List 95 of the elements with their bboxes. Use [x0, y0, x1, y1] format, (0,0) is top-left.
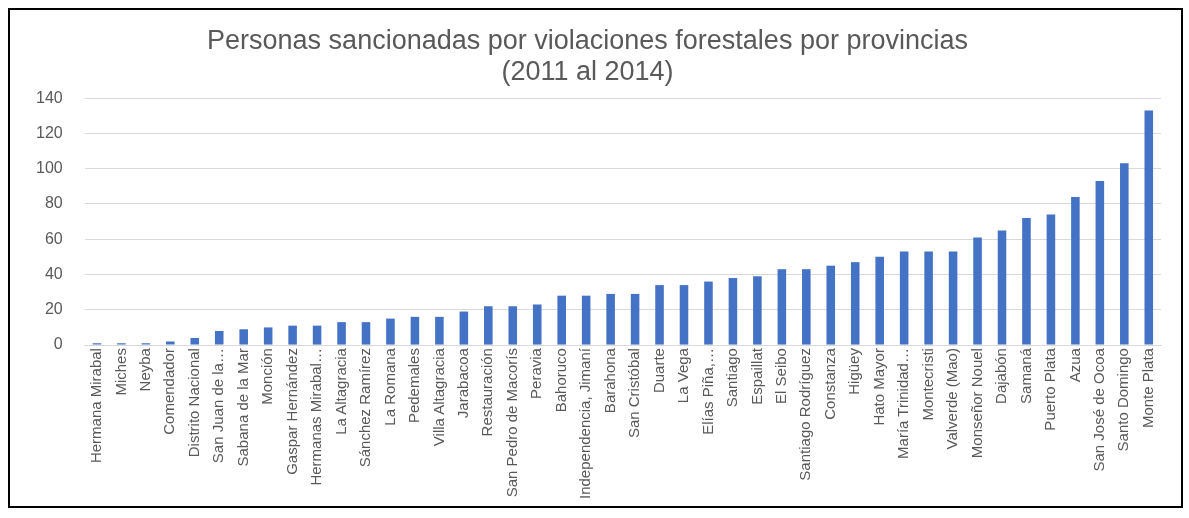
bar — [802, 269, 811, 345]
bar — [948, 251, 958, 345]
bar — [655, 285, 664, 345]
x-tick-label: Santo Domingo — [1114, 348, 1132, 452]
bar — [1046, 214, 1056, 345]
x-tick-label: Neyba — [135, 347, 153, 392]
x-tick-label: Higüey — [845, 347, 863, 395]
y-tick-label: 60 — [44, 229, 63, 247]
x-tick-label: Distrito Nacional — [184, 348, 202, 458]
bar — [263, 327, 273, 345]
text: (2011 al 2014) — [501, 56, 674, 87]
y-tick-label: 140 — [35, 88, 63, 106]
bar — [606, 293, 615, 345]
bar — [850, 262, 860, 345]
x-tick-label: Santiago — [723, 348, 741, 408]
bar — [581, 295, 591, 345]
bar — [288, 325, 297, 345]
bar — [532, 304, 542, 345]
y-tick-label: 80 — [44, 194, 63, 212]
bar — [973, 237, 982, 345]
x-tick-label: San José de Ocoa — [1089, 347, 1107, 472]
x-tick-label: Constanza — [820, 347, 838, 420]
bar — [557, 295, 566, 345]
x-tick-label: Restauración — [478, 348, 496, 437]
text: Personas sancionadas por violaciones forestales por provincias — [207, 24, 968, 55]
bar — [435, 316, 444, 345]
x-tick-label: Hato Mayor — [869, 348, 887, 426]
y-tick-label: 0 — [53, 335, 63, 353]
bar — [924, 251, 933, 345]
y-tick-label: 120 — [35, 123, 63, 141]
bar — [1144, 110, 1154, 345]
x-tick-label: Miches — [111, 348, 129, 396]
x-tick-label: Hermana Mirabal — [87, 348, 105, 464]
bar — [484, 306, 493, 345]
bar — [239, 329, 248, 345]
bar — [753, 276, 762, 345]
x-tick-label: San Pedro de Macorís — [502, 348, 520, 498]
x-tick-label: La Vega — [674, 347, 692, 404]
x-tick-label: Azua — [1065, 347, 1083, 383]
bar — [166, 341, 175, 345]
x-tick-label: Santiago Rodríguez — [796, 348, 814, 481]
x-tick-label: Montecristi — [918, 348, 936, 421]
bar — [337, 322, 346, 345]
x-tick-label: Comendador — [160, 348, 178, 435]
bar — [826, 265, 836, 345]
bar — [1071, 196, 1080, 345]
y-tick-label: 40 — [44, 264, 63, 282]
bar — [997, 230, 1007, 345]
bar — [875, 256, 884, 345]
x-tick-label: Valverde (Mao) — [943, 348, 961, 450]
x-tick-label: Bahoruco — [551, 348, 569, 413]
x-tick-label: Samaná — [1016, 347, 1034, 404]
bar — [899, 251, 909, 345]
x-tick-label: Sánchez Ramírez — [356, 348, 374, 468]
x-tick-label: Sabana de la Mar — [233, 348, 251, 467]
bar — [1095, 181, 1105, 345]
bar — [1022, 218, 1031, 345]
bar — [361, 322, 371, 345]
x-tick-label: Hermanas Mirabal… — [307, 348, 325, 486]
x-tick-label: Elías Piña,… — [698, 348, 716, 435]
y-tick-label: 100 — [35, 159, 63, 177]
y-tick-label: 20 — [44, 300, 63, 318]
x-tick-label: Duarte — [649, 348, 667, 394]
x-tick-label: Jarabacoa — [453, 347, 471, 419]
x-tick-label: San Juan de la… — [209, 348, 227, 464]
bar — [190, 338, 200, 345]
x-tick-label: Pedemales — [405, 348, 423, 424]
x-tick-label: El Seibo — [771, 348, 789, 404]
bar — [728, 278, 738, 345]
x-tick-label: Villa Altagracia — [429, 347, 447, 447]
x-tick-label: María Trinidad… — [894, 348, 912, 459]
x-tick-label: Gaspar Hernández — [282, 348, 300, 475]
bar — [1120, 163, 1129, 345]
x-tick-label: Monseñor Nouel — [967, 348, 985, 459]
bar — [704, 281, 713, 345]
x-tick-label: Independencia, Jimaní — [576, 347, 594, 499]
x-tick-label: Monte Plata — [1138, 347, 1156, 429]
bar — [630, 293, 640, 345]
bar — [312, 325, 322, 345]
x-tick-label: La Altagracia — [331, 347, 349, 435]
x-tick-label: Puerto Plata — [1041, 347, 1059, 431]
bar — [410, 316, 420, 345]
bar — [679, 285, 689, 345]
x-tick-label: Barahona — [600, 347, 618, 414]
bar — [214, 330, 224, 345]
bar — [386, 318, 395, 345]
x-tick-label: Monción — [258, 348, 276, 405]
x-tick-label: Peravia — [527, 347, 545, 399]
bar — [508, 306, 518, 345]
bar — [459, 311, 469, 345]
bar — [777, 269, 787, 345]
x-tick-label: Espaillat — [747, 347, 765, 405]
x-tick-label: San Cristóbal — [625, 348, 643, 439]
x-tick-label: Dajabón — [992, 348, 1010, 404]
x-tick-label: La Romana — [380, 347, 398, 426]
